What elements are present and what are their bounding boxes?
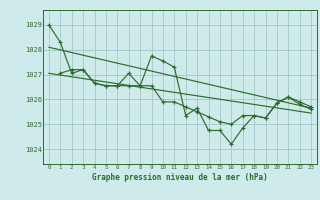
X-axis label: Graphe pression niveau de la mer (hPa): Graphe pression niveau de la mer (hPa) [92, 173, 268, 182]
